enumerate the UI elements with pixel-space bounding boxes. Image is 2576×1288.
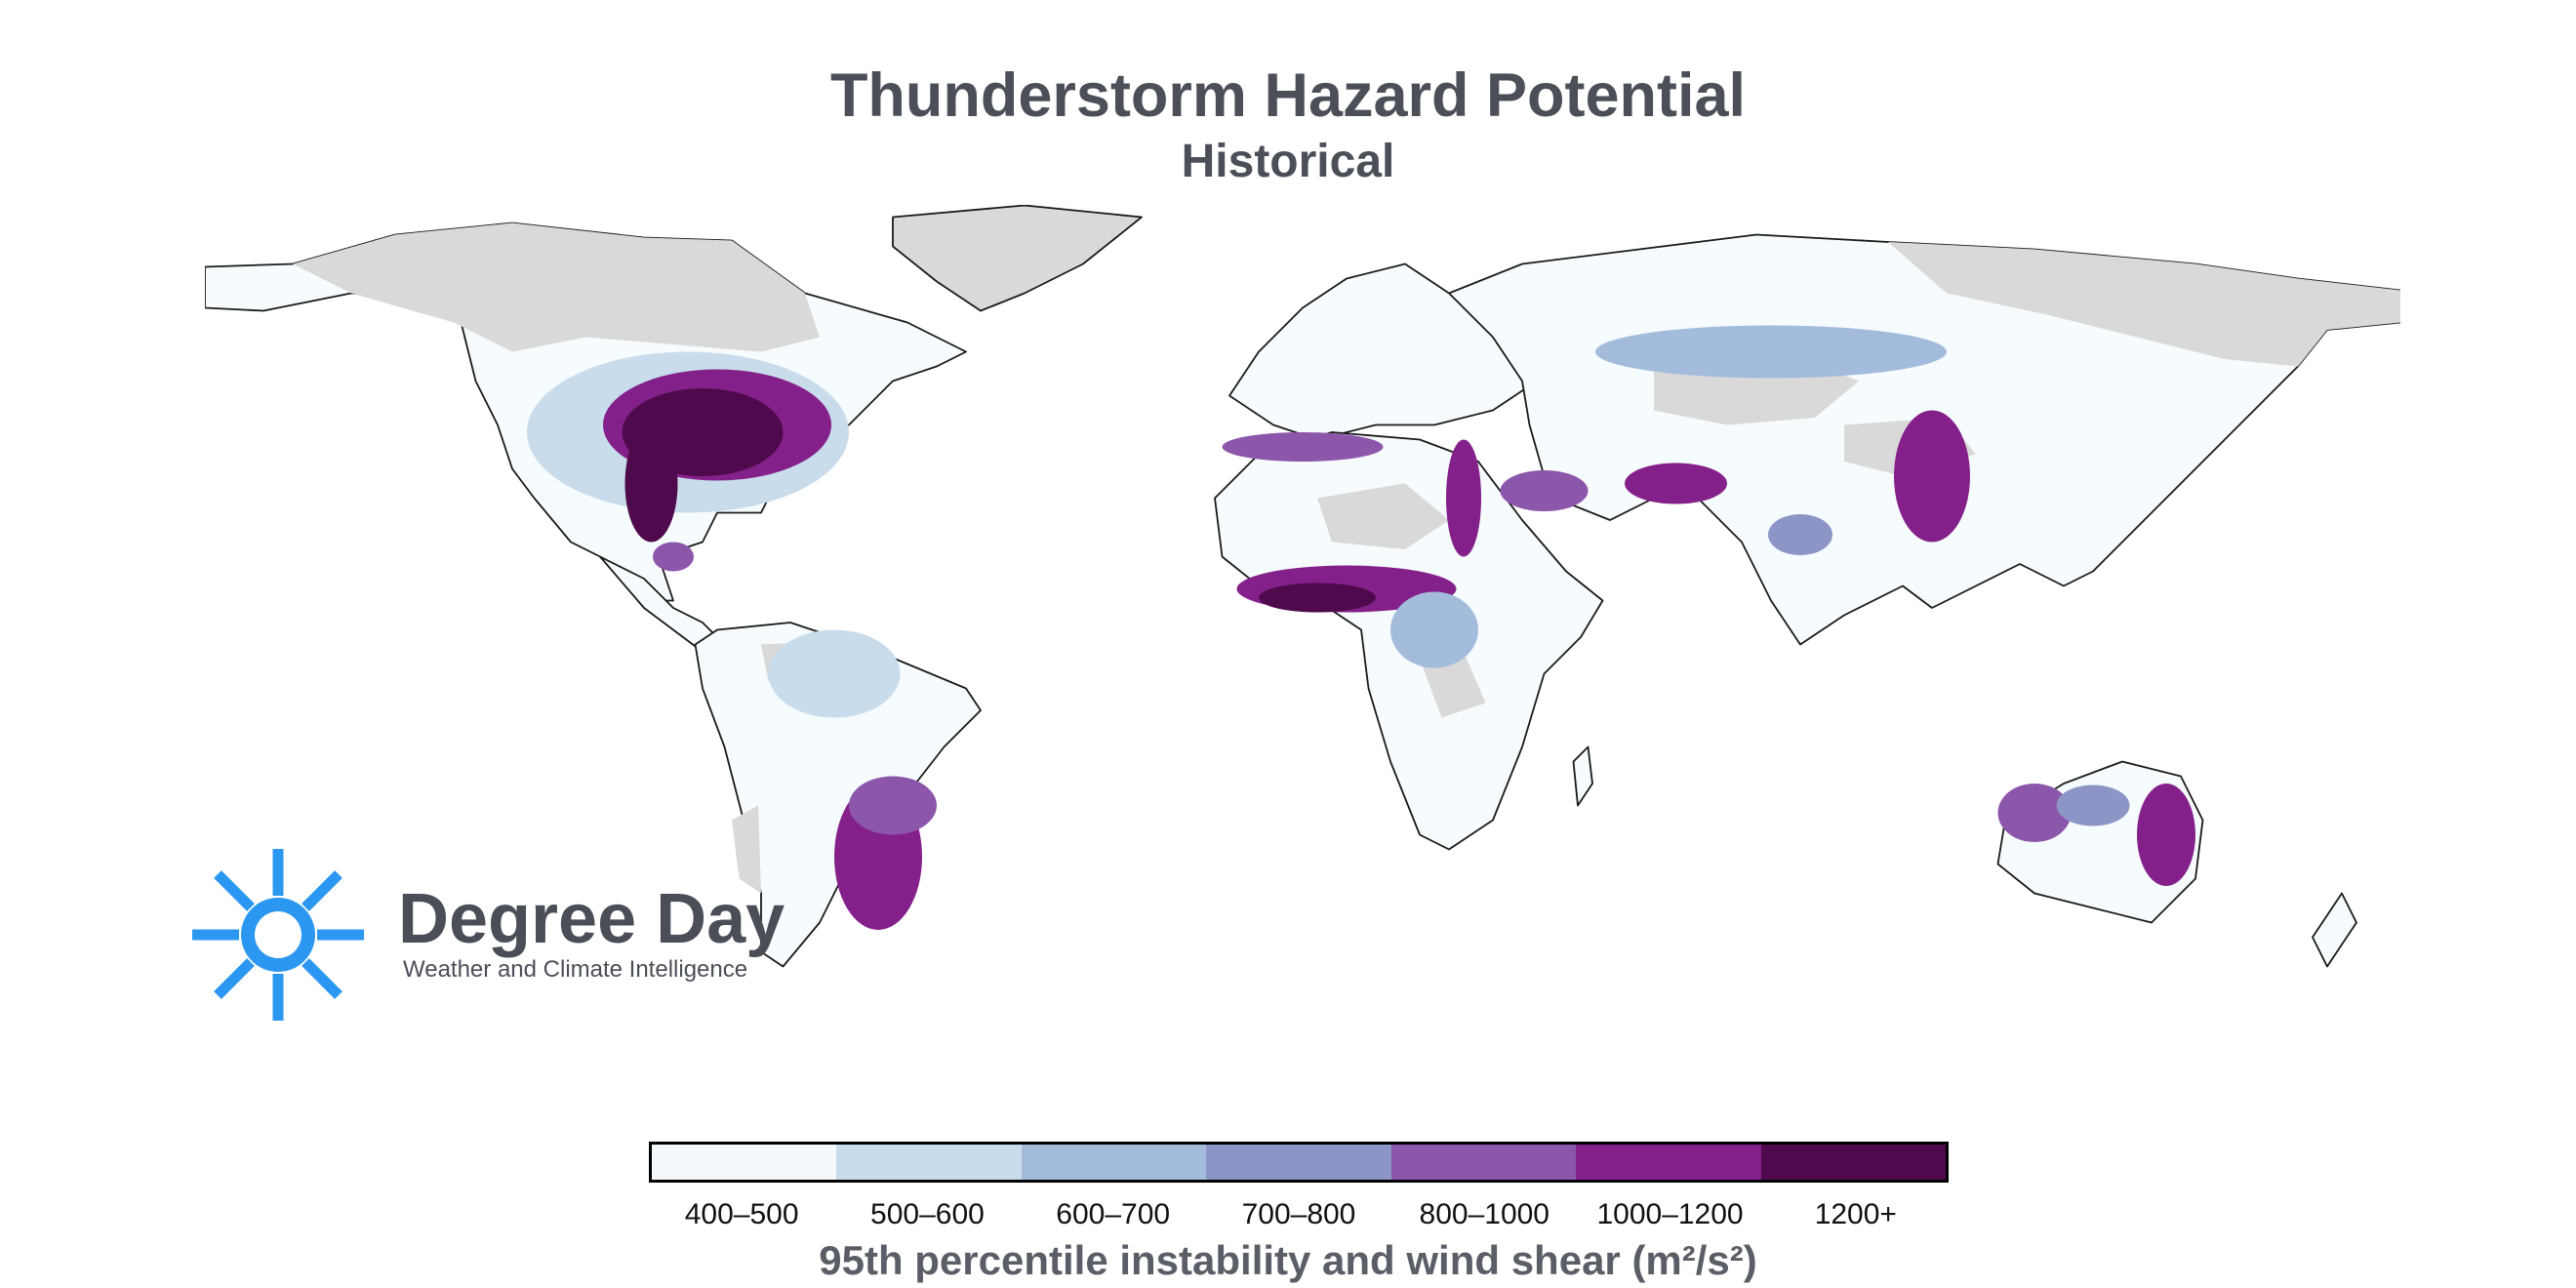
- legend-label: 400–500: [684, 1198, 799, 1230]
- legend-swatch: [1576, 1145, 1761, 1180]
- world-hazard-map: [205, 205, 2400, 968]
- legend-swatch: [1760, 1145, 1946, 1180]
- sun-icon: [192, 849, 364, 1021]
- south-america: [694, 622, 982, 968]
- legend-swatch: [1206, 1145, 1391, 1180]
- logo-tagline: Weather and Climate Intelligence: [403, 956, 747, 983]
- map-subtitle: Historical: [1181, 136, 1395, 187]
- legend-label: 600–700: [1056, 1198, 1171, 1230]
- legend-swatch: [652, 1145, 837, 1180]
- legend-label: 1200+: [1814, 1198, 1897, 1230]
- legend-title: 95th percentile instability and wind she…: [819, 1237, 1757, 1283]
- legend-label: 700–800: [1241, 1198, 1356, 1230]
- legend-label: 1000–1200: [1596, 1198, 1744, 1230]
- legend-colorbar: [649, 1142, 1949, 1183]
- map-title: Thunderstorm Hazard Potential: [829, 61, 1747, 130]
- legend-label: 800–1000: [1419, 1198, 1550, 1230]
- degree-day-logo: Degree Day Weather and Climate Intellige…: [192, 849, 785, 1021]
- legend-swatch: [1390, 1145, 1577, 1180]
- legend-label: 500–600: [870, 1198, 985, 1230]
- legend-swatch: [1021, 1145, 1207, 1180]
- legend-labels: 400–500 500–600 600–700 700–800 800–1000 1000…: [649, 1198, 1949, 1231]
- legend-swatch: [836, 1145, 1022, 1180]
- greenland: [892, 205, 1143, 312]
- new-zealand: [2312, 892, 2357, 968]
- madagascar: [1572, 745, 1593, 807]
- logo-brand: Degree Day: [398, 880, 785, 958]
